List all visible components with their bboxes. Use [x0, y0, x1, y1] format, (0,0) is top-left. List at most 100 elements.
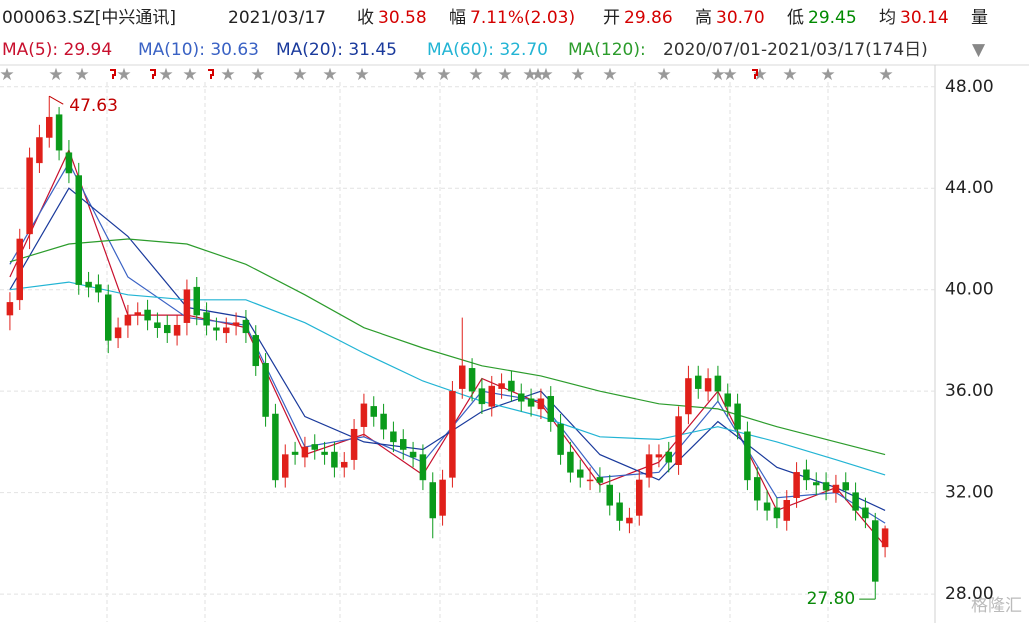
legend-name: MA(20): — [276, 40, 343, 60]
candle-body — [862, 507, 869, 519]
quote-value: 30.70 — [716, 8, 765, 28]
candle-body — [203, 312, 210, 326]
candle-body — [852, 492, 859, 511]
candle-body — [272, 413, 279, 481]
legend-entry: MA(120): — [568, 40, 646, 60]
y-tick-label: 28.00 — [945, 584, 994, 604]
event-star: ★ — [292, 65, 307, 85]
quote-label: 幅 — [449, 8, 466, 28]
y-tick-label: 40.00 — [945, 280, 994, 300]
legend-entry: MA(10): 30.63 — [138, 40, 259, 60]
event-star: ★ — [497, 65, 512, 85]
quote-label: 开 — [603, 8, 620, 28]
legend-value: 29.94 — [64, 40, 113, 60]
candle-body — [832, 484, 840, 493]
candle-body — [360, 403, 368, 427]
event-star: ★ — [322, 65, 337, 85]
candle-body — [655, 454, 663, 458]
candle-body — [685, 378, 692, 415]
candle-body — [16, 238, 23, 301]
candle-body — [26, 157, 33, 235]
candle-body — [822, 482, 830, 491]
y-tick-label: 36.00 — [945, 381, 994, 401]
candle-body — [518, 393, 525, 402]
candle-body — [675, 416, 682, 465]
candle-body — [714, 375, 722, 392]
event-star: ★ — [220, 65, 235, 85]
ma-line — [9, 238, 886, 456]
candle-body — [409, 451, 417, 458]
range-text: 2020/07/01-2021/03/17(174日) — [663, 40, 928, 60]
candle-body — [232, 322, 240, 326]
quote-value: 30.14 — [900, 8, 949, 28]
candle-body — [557, 423, 564, 455]
candle-body — [370, 406, 377, 417]
candle-body — [488, 385, 495, 407]
candle-body — [223, 327, 230, 334]
candle-body — [734, 403, 741, 430]
candle-body — [291, 451, 299, 455]
event-flag — [752, 69, 758, 79]
candle-body — [881, 528, 889, 548]
candle-body — [390, 431, 397, 443]
candle-body — [704, 378, 712, 392]
candle-body — [105, 294, 112, 341]
dropdown-arrow[interactable]: ▼ — [972, 40, 986, 60]
candle-body — [262, 363, 269, 417]
candle-body — [301, 446, 309, 458]
candle-body — [380, 413, 387, 430]
candle-body — [439, 479, 446, 516]
candle-body — [36, 137, 43, 164]
candle-body — [65, 152, 73, 174]
event-flag — [150, 69, 156, 79]
candle-body — [783, 499, 790, 521]
event-star: ★ — [522, 65, 537, 85]
event-star: ★ — [412, 65, 427, 85]
candle-body — [341, 461, 348, 468]
event-star: ★ — [602, 65, 617, 85]
event-star: ★ — [468, 65, 483, 85]
candle-body — [763, 502, 771, 511]
candle-body — [645, 454, 653, 478]
candle-body — [252, 335, 259, 367]
candle-body — [449, 390, 456, 478]
event-star: ★ — [0, 65, 15, 85]
candle-body — [813, 482, 820, 486]
event-star: ★ — [656, 65, 671, 85]
candle-body — [282, 454, 289, 478]
event-star: ★ — [878, 65, 893, 85]
legend-value: 30.63 — [210, 40, 259, 60]
candle-body — [567, 451, 574, 473]
candle-body — [537, 398, 545, 410]
candle-body — [419, 454, 427, 481]
y-tick-label: 32.00 — [945, 483, 994, 503]
candle-body — [173, 324, 181, 336]
candle-body — [95, 284, 102, 293]
event-star: ★ — [530, 65, 545, 85]
candle-body — [586, 479, 594, 482]
event-flag — [208, 69, 214, 79]
y-tick-label: 44.00 — [945, 178, 994, 198]
candle-body — [547, 395, 554, 422]
candle-body — [773, 507, 781, 519]
candle-body — [331, 451, 338, 468]
candle-body — [596, 477, 604, 483]
candle-body — [350, 428, 358, 460]
candle-body — [508, 380, 515, 392]
candle-body — [114, 327, 122, 339]
legend-entry: MA(20): 31.45 — [276, 40, 397, 60]
candle-body — [616, 502, 623, 521]
legend-name: MA(10): — [138, 40, 205, 60]
y-tick-label: 48.00 — [945, 77, 994, 97]
legend-name: MA(120): — [568, 40, 646, 60]
annotation-line — [49, 95, 64, 105]
candle-body — [459, 365, 466, 389]
event-star: ★ — [722, 65, 737, 85]
quote-label: 均 — [879, 8, 896, 28]
event-star: ★ — [158, 65, 173, 85]
candle-body — [724, 393, 731, 407]
candle-body — [793, 472, 800, 498]
candle-body — [803, 469, 810, 481]
